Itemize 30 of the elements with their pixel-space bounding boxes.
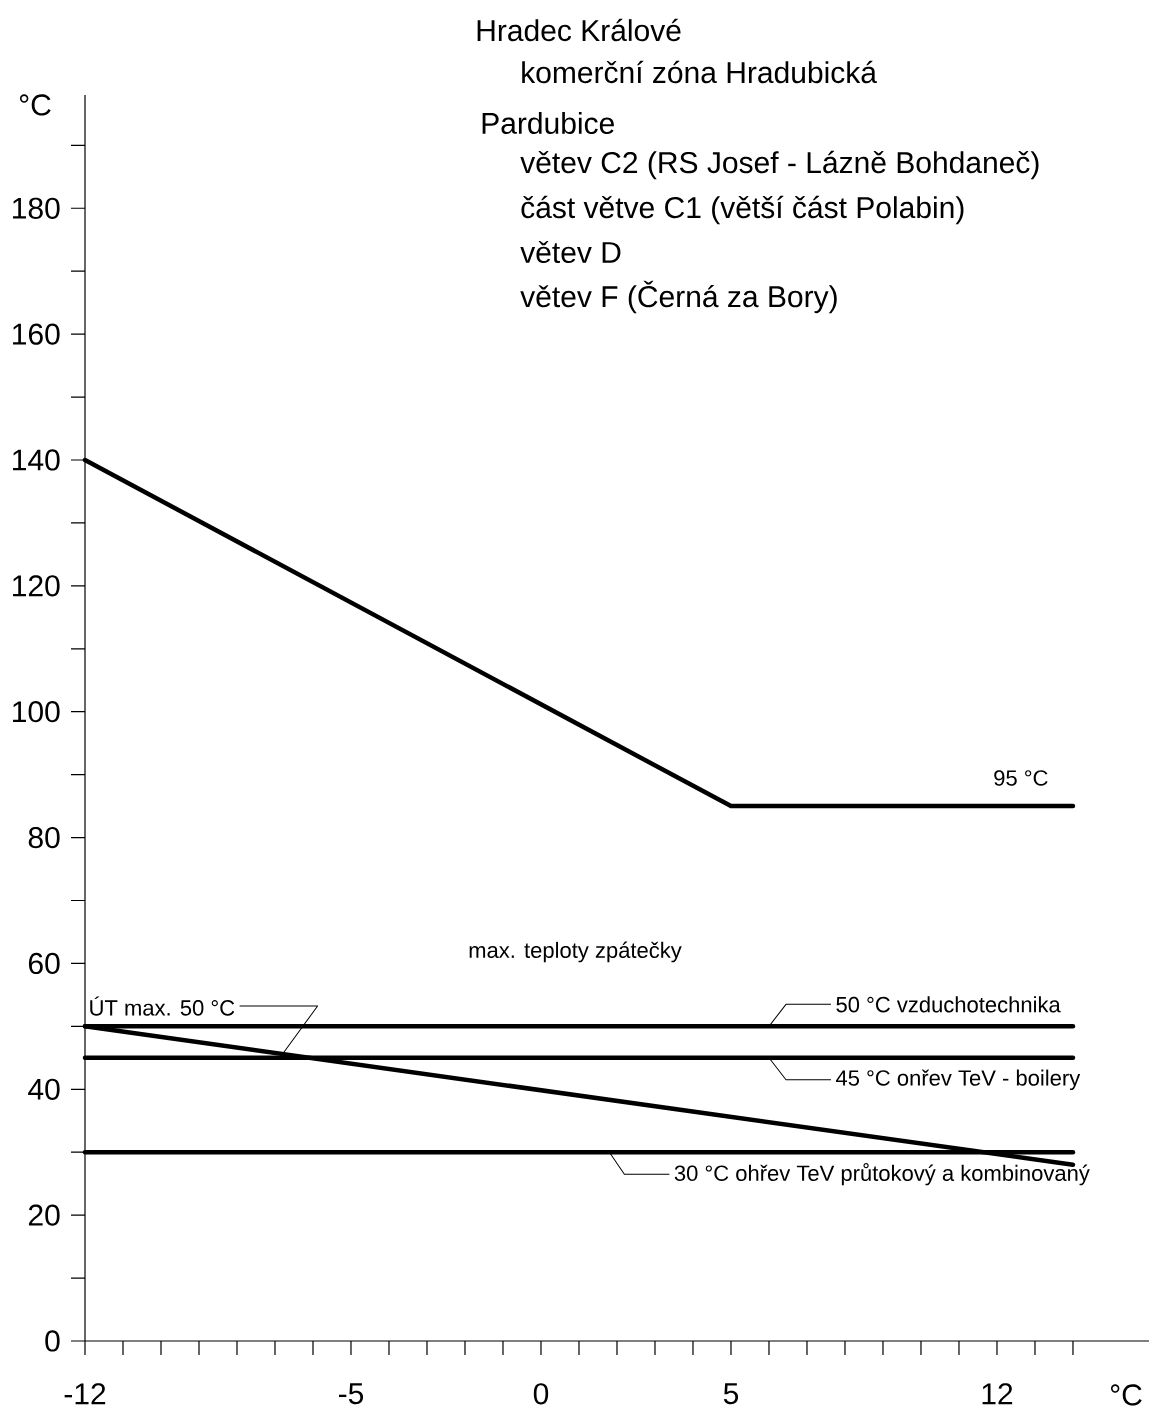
annotation: 50 °C vzduchotechnika	[836, 996, 1061, 1013]
y-tick-label: 60	[28, 952, 60, 975]
annotation: větev D	[520, 240, 621, 264]
annotation: 95 °C	[994, 770, 1048, 786]
annotation: max. teploty zpátečky	[469, 941, 682, 963]
x-tick-label: -12	[64, 1383, 106, 1405]
annotation: část větve C1 (větší část Polabin)	[521, 195, 964, 225]
y-axis-title: °C	[19, 94, 51, 116]
annotation: větev C2 (RS Josef - Lázně Bohdaneč)	[520, 150, 1039, 180]
annotation: ÚT max. 50 °C	[90, 996, 235, 1016]
y-tick-label: 100	[13, 701, 60, 723]
annotation: 45 °C onřev TeV - boilery	[835, 1069, 1081, 1091]
x-tick-label: 12	[982, 1383, 1013, 1405]
x-tick-label: -5	[338, 1383, 364, 1405]
x-axis-title: °C	[1110, 1384, 1142, 1406]
text: komerční zóna Hradubická	[522, 60, 877, 84]
y-tick-label: 180	[13, 197, 60, 219]
y-tick-label: 0	[45, 1330, 60, 1352]
y-tick-label: 80	[28, 826, 60, 849]
y-tick-label: 120	[13, 575, 60, 597]
y-tick-label: 20	[28, 1204, 60, 1226]
y-tick-label: 40	[28, 1078, 60, 1100]
y-tick-label: 160	[13, 323, 60, 345]
x-tick-label: 5	[723, 1383, 739, 1405]
annotation: větev F (Černá za Bory)	[520, 280, 837, 314]
chart-title: Hradec Králové	[477, 18, 681, 42]
annotation: 30 °C ohřev TeV průtokový a kombinovaný	[674, 1163, 1090, 1186]
x-tick-label: 0	[533, 1383, 549, 1405]
y-tick-label: 140	[13, 449, 60, 471]
annotation: Pardubice	[482, 111, 614, 135]
